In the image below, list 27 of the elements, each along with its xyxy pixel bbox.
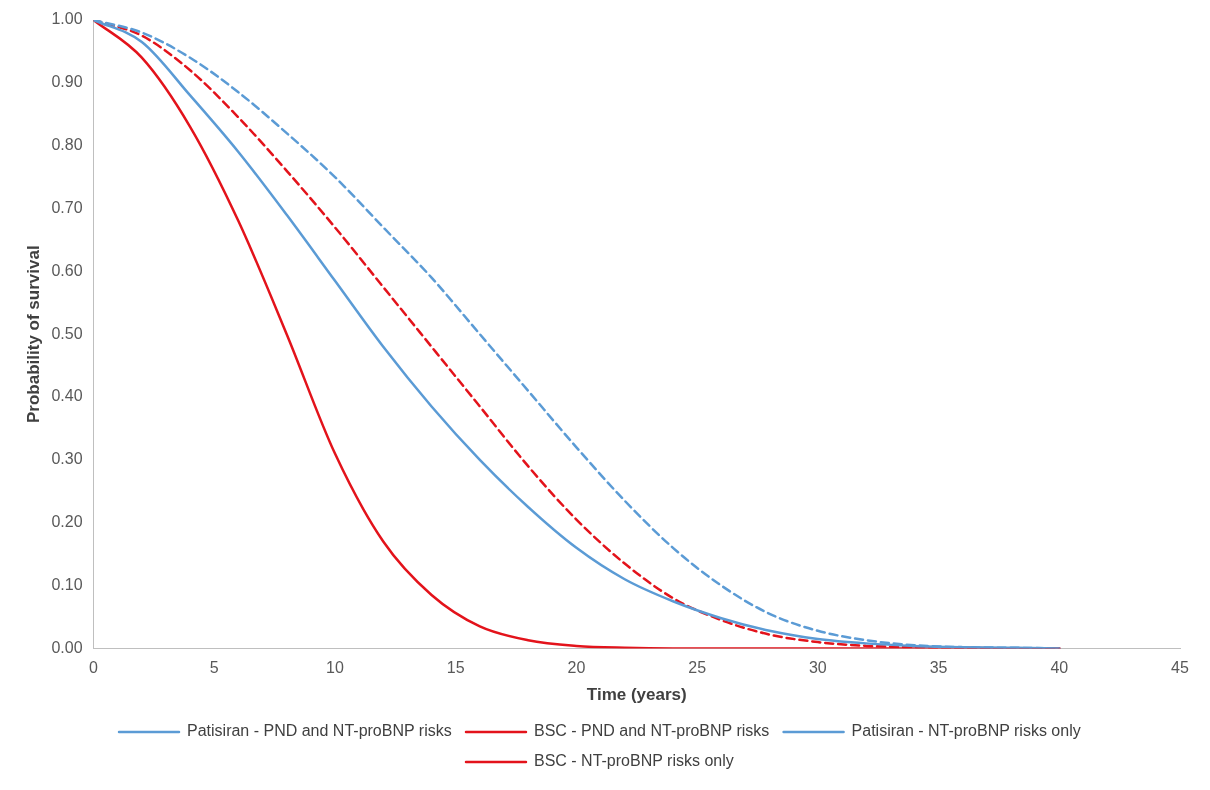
x-tick-label: 40 xyxy=(1050,659,1069,677)
y-tick-label: 0.80 xyxy=(51,136,83,154)
y-tick-label: 0.20 xyxy=(51,513,83,531)
x-tick-label: 45 xyxy=(1171,659,1189,677)
x-tick-label: 20 xyxy=(567,659,586,677)
y-tick-label: 1.00 xyxy=(51,10,83,28)
y-tick-label: 0.90 xyxy=(51,73,83,91)
x-tick-label: 25 xyxy=(688,659,707,677)
legend-label: Patisiran - PND and NT-proBNP risks xyxy=(187,722,452,740)
y-tick-label: 0.00 xyxy=(51,638,83,656)
x-tick-label: 10 xyxy=(326,659,344,677)
x-tick-label: 5 xyxy=(209,659,219,677)
y-tick-label: 0.30 xyxy=(51,450,83,468)
legend-label: Patisiran - NT-proBNP risks only xyxy=(851,722,1081,740)
x-tick-label: 0 xyxy=(89,659,99,677)
x-axis-title: Time (years) xyxy=(586,685,687,705)
y-axis-title: Probability of survival xyxy=(23,245,43,423)
y-tick-label: 0.60 xyxy=(51,261,83,279)
y-tick-label: 0.10 xyxy=(51,575,83,593)
legend-label: BSC - NT-proBNP risks only xyxy=(533,752,734,770)
x-tick-label: 30 xyxy=(808,659,827,677)
x-tick-label: 15 xyxy=(446,659,465,677)
y-tick-label: 0.40 xyxy=(51,387,83,405)
y-tick-label: 0.70 xyxy=(51,198,83,216)
y-tick-label: 0.50 xyxy=(51,324,83,342)
x-tick-label: 35 xyxy=(929,659,948,677)
legend-label: BSC - PND and NT-proBNP risks xyxy=(533,722,770,740)
